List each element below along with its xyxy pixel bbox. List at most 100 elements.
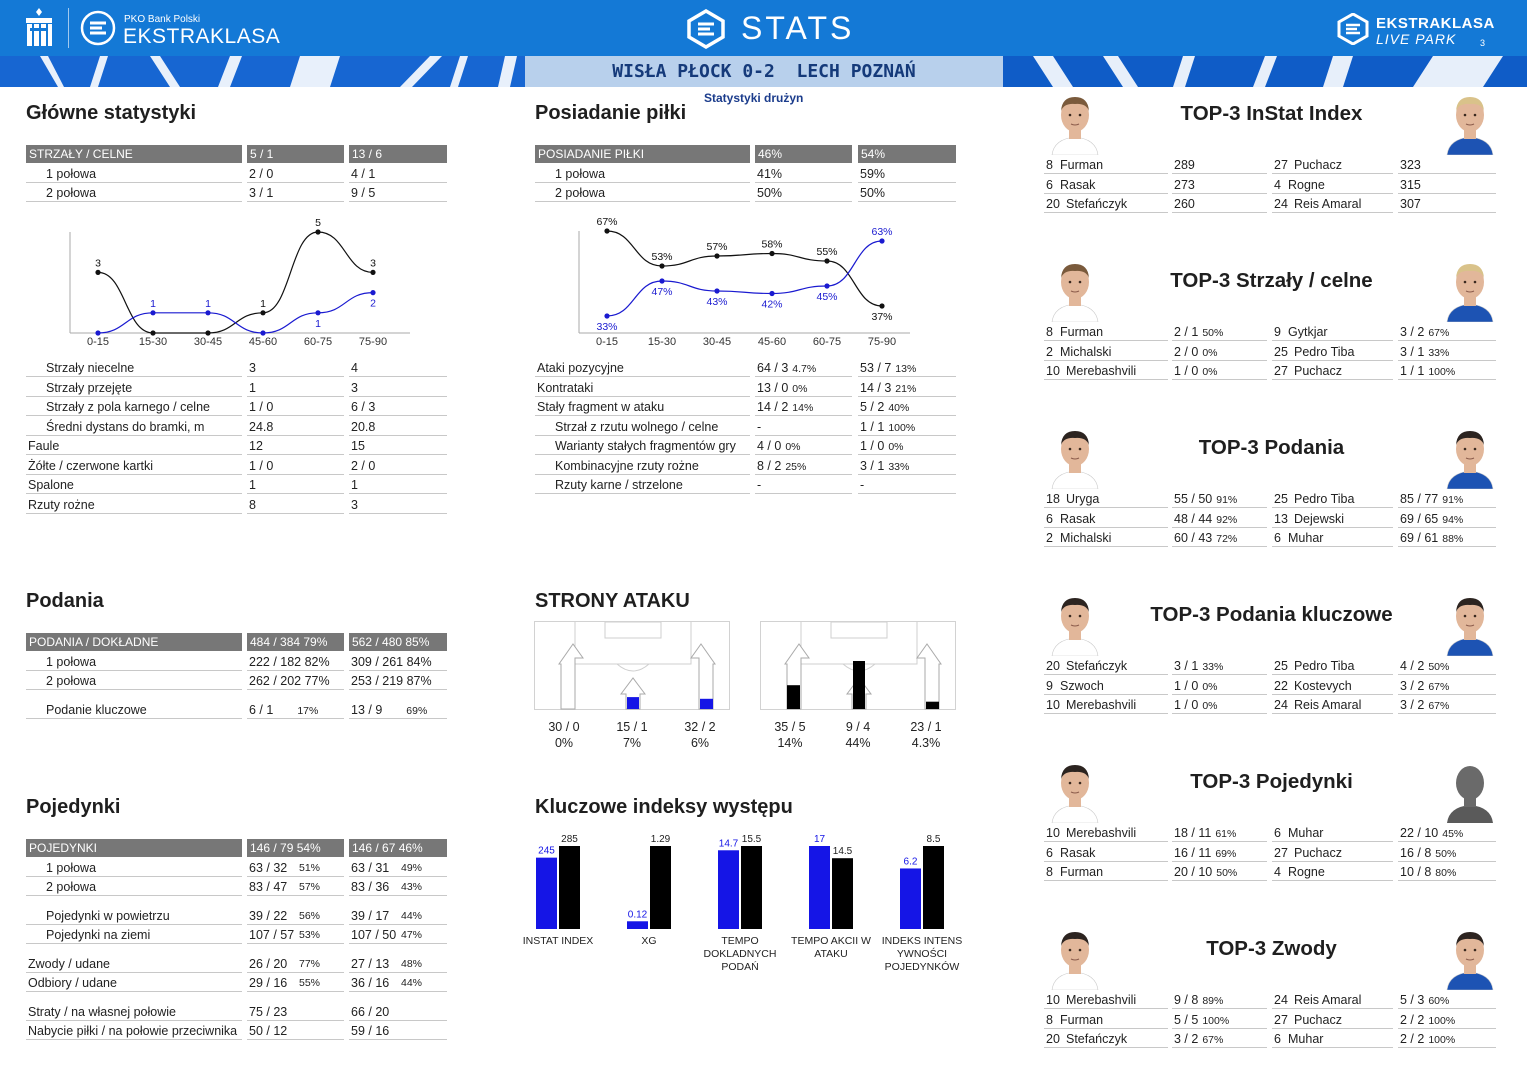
player-avatar-icon [1051, 765, 1099, 823]
row-away: 4 [349, 359, 447, 377]
percent: 0% [785, 441, 801, 453]
kpi-value-label: 17 [814, 834, 826, 845]
stat-value: 2 / 2 [1400, 1032, 1425, 1046]
row-label: Pojedynki w powietrzu [26, 907, 242, 925]
player-number: 9 [1274, 325, 1281, 339]
team-stats-subtitle: Statystyki drużyn [704, 91, 804, 105]
player-name: Pedro Tiba [1294, 659, 1355, 673]
player-name: Furman [1060, 158, 1104, 172]
stat-value: 20 / 10 [1174, 865, 1213, 879]
pko-bank-text: PKO Bank Polski [124, 14, 201, 25]
row-away: 309 / 261 84% [349, 653, 447, 671]
row-home: - [755, 418, 852, 436]
player-number: 25 [1274, 492, 1288, 506]
data-point [150, 310, 156, 316]
stat-value: 3 / 2 [1400, 325, 1425, 339]
player-number: 24 [1274, 197, 1288, 211]
attack-label: 15 / 1 7% [602, 719, 662, 751]
top3-title: TOP-3 Pojedynki [1190, 770, 1353, 793]
row-label: Strzały z pola karnego / celne [26, 398, 242, 416]
live-park-line1: EKSTRAKLASA [1376, 15, 1495, 32]
top3-away-player: 13 Dejewski [1272, 510, 1393, 528]
x-tick-label: 30-45 [703, 336, 731, 348]
data-point [659, 263, 665, 269]
top3-away-value: 22 / 10 45% [1398, 824, 1496, 842]
stat-percent: 100% [1428, 1014, 1456, 1027]
row-label: 1 połowa [26, 165, 242, 183]
top3-home-value: 3 / 1 33% [1172, 657, 1267, 675]
banner-decoration-right [1003, 56, 1527, 87]
top3-away-player: 27 Puchacz [1272, 156, 1393, 174]
player-number: 22 [1274, 678, 1288, 693]
top3-away-value: 5 / 3 60% [1398, 991, 1496, 1009]
series-line [606, 230, 883, 307]
kpi-bar [809, 846, 830, 929]
duels-title: Pojedynki [26, 796, 121, 818]
stat-percent: 91% [1442, 494, 1464, 506]
stat-value: 2 / 0 [1174, 344, 1199, 359]
top3-away-player: 25 Pedro Tiba [1272, 343, 1393, 361]
percent: 17% [297, 704, 319, 717]
value: 14 / 3 [860, 380, 892, 395]
banner-decoration-left [0, 56, 520, 87]
row-away: 9 / 5 [349, 184, 447, 202]
data-label: 33% [596, 321, 617, 333]
percent: 100% [888, 421, 916, 434]
row-label: Warianty stałych fragmentów gry [535, 437, 750, 455]
top3-home-player: 10 Merebashvili [1044, 362, 1168, 380]
attack-pitch-away [760, 621, 956, 710]
kpi-value-label: 0.12 [628, 909, 648, 920]
row-away: 53 / 7 13% [858, 359, 956, 377]
data-label: 42% [761, 299, 782, 311]
kpi-caption: INDEKS INTENS YWNOŚCI POJEDYNKÓW [876, 935, 968, 974]
stat-value: 5 / 5 [1174, 1012, 1199, 1027]
top3-title: TOP-3 Podania [1198, 436, 1345, 459]
player-name: Szwoch [1060, 678, 1104, 693]
data-label: 37% [871, 311, 892, 323]
player-name: Uryga [1066, 492, 1100, 506]
row-home: 1 [247, 379, 344, 397]
x-tick-label: 60-75 [304, 336, 332, 348]
match-title: WISŁA PŁOCK 0-2 LECH POZNAŃ [612, 61, 916, 82]
stat-value: 2 / 1 [1174, 325, 1199, 339]
top3-home-player: 9 Szwoch [1044, 677, 1168, 695]
kpi-bar [923, 846, 944, 929]
row-away: 3 [349, 496, 447, 514]
row-away: 63 / 31 49% [349, 859, 447, 877]
pitch-home-drawing [558, 621, 716, 710]
player-name: Stefańczyk [1066, 659, 1128, 673]
data-point [150, 330, 156, 336]
percent: 47% [401, 929, 423, 941]
player-name: Rogne [1288, 865, 1325, 879]
attack-share-bar [787, 685, 800, 709]
row-away: 14 / 3 21% [858, 379, 956, 397]
top3-home-player: 20 Stefańczyk [1044, 1030, 1168, 1048]
data-point [879, 303, 885, 309]
row-label: Strzał z rzutu wolnego / celne [535, 418, 750, 436]
player-name: Kostevych [1294, 678, 1352, 693]
data-label: 1 [150, 298, 156, 310]
pko-logo-icon [26, 8, 52, 46]
top3-home-value: 2 / 0 0% [1172, 343, 1267, 361]
player-name: Gytkjar [1288, 325, 1328, 339]
top3-home-value: 55 / 50 91% [1172, 490, 1267, 508]
data-label: 53% [651, 251, 672, 263]
value: 4 / 0 [757, 439, 782, 453]
kpi-value-label: 8.5 [927, 834, 941, 845]
header-away: 146 / 67 46% [349, 839, 447, 857]
data-point [95, 330, 101, 336]
row-home: 262 / 202 77% [247, 672, 344, 690]
kpi-bar [650, 846, 671, 929]
row-home: 1 / 0 [247, 457, 344, 475]
percent: 21% [895, 382, 917, 395]
player-number: 8 [1046, 325, 1053, 339]
value: 63 / 31 [351, 860, 390, 875]
data-label: 43% [706, 296, 727, 308]
top3-home-value: 18 / 11 61% [1172, 824, 1267, 842]
stat-percent: 100% [1428, 366, 1456, 378]
row-label: Nabycie piłki / na połowie przeciwnika [26, 1022, 242, 1040]
player-number: 6 [1046, 177, 1053, 192]
stat-value: 289 [1174, 158, 1195, 172]
row-home: 83 / 47 57% [247, 878, 344, 896]
stat-percent: 0% [1202, 700, 1218, 712]
